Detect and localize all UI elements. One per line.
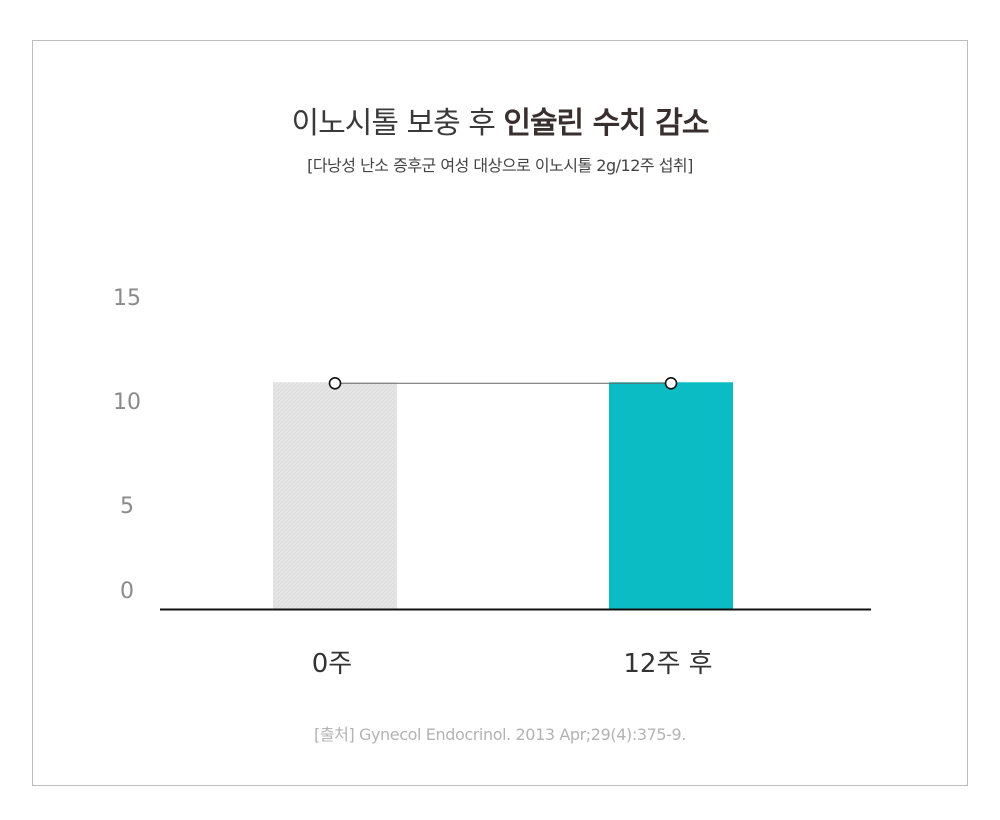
- x-category-label-1: 12주 후: [623, 649, 712, 679]
- data-point-0: [328, 376, 342, 390]
- y-tick-label-5: 5: [120, 494, 134, 519]
- chart-frame: [32, 40, 968, 786]
- chart-title-regular: 이노시톨 보충 후: [291, 106, 504, 141]
- bar-1: [609, 382, 733, 609]
- data-point-1: [664, 376, 678, 390]
- bar-0: [273, 382, 397, 609]
- chart-subtitle: [다낭성 난소 증후군 여성 대상으로 이노시톨 2g/12주 섭취]: [307, 156, 693, 175]
- chart-title: 이노시톨 보충 후 인슐린 수치 감소: [0, 98, 1000, 142]
- source-citation: [출처] Gynecol Endocrinol. 2013 Apr;29(4):…: [313, 725, 686, 744]
- chart-title-bold: 인슐린 수치 감소: [503, 106, 709, 141]
- y-tick-label-0: 0: [120, 579, 134, 604]
- y-tick-label-10: 10: [113, 390, 141, 415]
- y-tick-label-15: 15: [113, 286, 141, 311]
- x-category-label-0: 0주: [312, 649, 352, 679]
